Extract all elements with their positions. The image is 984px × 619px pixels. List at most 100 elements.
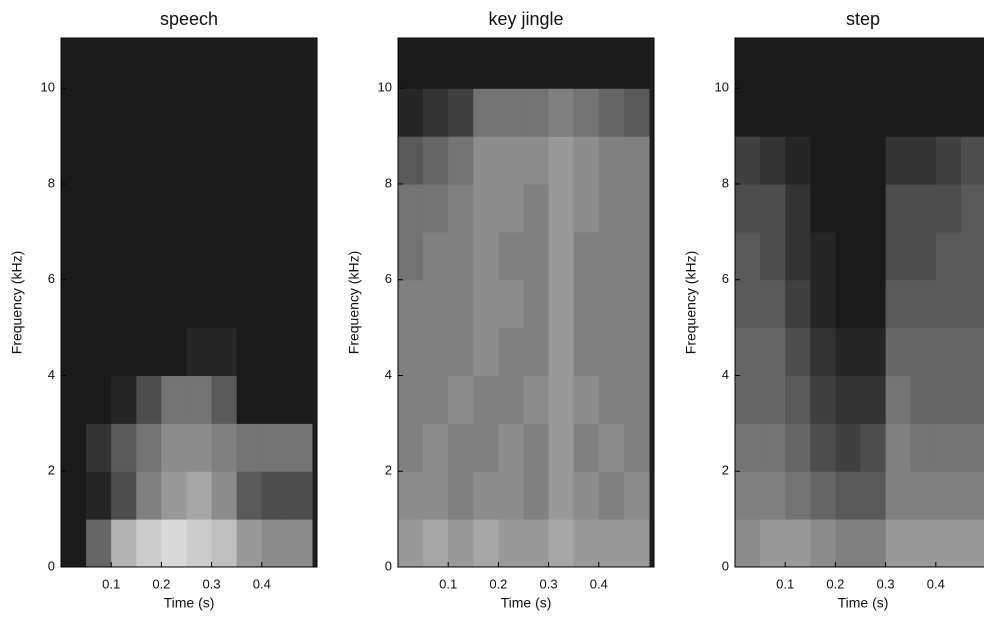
heatmap-cell <box>935 519 962 568</box>
heatmap-cell <box>735 471 761 520</box>
heatmap-cell <box>760 136 786 185</box>
heatmap-cell <box>598 279 625 329</box>
heatmap-cell <box>261 375 288 424</box>
heatmap-cell <box>573 423 600 472</box>
heatmap-cell <box>498 471 524 520</box>
heatmap-cell <box>261 40 288 89</box>
heatmap-cell <box>885 231 912 281</box>
heatmap-cell <box>136 88 162 137</box>
heatmap-cell <box>598 375 625 424</box>
heatmap-cell <box>523 423 550 472</box>
heatmap-cell <box>523 279 550 329</box>
heatmap-cell <box>910 231 937 281</box>
heatmap-cell <box>261 184 288 233</box>
heatmap-cell <box>86 184 112 233</box>
heatmap-cell <box>935 471 962 520</box>
heatmap-cell <box>598 40 625 89</box>
heatmap-cell <box>61 423 87 472</box>
heatmap-cell <box>960 375 984 424</box>
heatmap-cell <box>573 519 600 568</box>
heatmap-cell <box>211 279 238 329</box>
heatmap-cell <box>935 40 962 89</box>
heatmap-cell <box>286 279 313 329</box>
y-tick-label: 6 <box>385 271 392 286</box>
x-tick-label: 0.4 <box>927 576 945 591</box>
heatmap-cell <box>760 519 786 568</box>
heatmap-cell <box>623 88 650 137</box>
heatmap-cell <box>261 136 288 185</box>
heatmap-cell <box>573 327 600 377</box>
heatmap-cell <box>835 184 861 233</box>
heatmap-cell <box>573 279 600 329</box>
heatmap-cell <box>548 231 575 281</box>
heatmap-cell <box>186 231 213 281</box>
heatmap-cell <box>61 327 87 377</box>
y-axis-label: Frequency (kHz) <box>683 251 699 354</box>
heatmap-cell <box>810 231 836 281</box>
heatmap-cell <box>785 327 811 377</box>
heatmap-cell <box>735 231 761 281</box>
x-tick-label: 0.1 <box>439 576 457 591</box>
heatmap-cell <box>785 231 811 281</box>
heatmap-cell <box>473 136 499 185</box>
y-tick-label: 2 <box>48 463 55 478</box>
heatmap-cell <box>186 327 213 377</box>
heatmap-cell <box>236 40 263 89</box>
heatmap-cell <box>161 327 187 377</box>
heatmap-cell <box>960 327 984 377</box>
heatmap-cell <box>573 471 600 520</box>
heatmap-cell <box>498 423 524 472</box>
heatmap-cell <box>236 327 263 377</box>
heatmap-cell <box>286 88 313 137</box>
heatmap-cell <box>735 375 761 424</box>
heatmap-cell <box>286 375 313 424</box>
heatmap-cell <box>473 184 499 233</box>
heatmap-cell <box>573 40 600 89</box>
heatmap-cell <box>548 184 575 233</box>
heatmap-cell <box>498 231 524 281</box>
y-tick-label: 4 <box>385 367 392 382</box>
heatmap-cell <box>885 40 912 89</box>
heatmap-cell <box>211 471 238 520</box>
heatmap-cell <box>860 279 887 329</box>
heatmap-cell <box>548 327 575 377</box>
heatmap-cell <box>286 184 313 233</box>
heatmap-cell <box>136 40 162 89</box>
heatmap-cell <box>835 519 861 568</box>
heatmap-cell <box>835 231 861 281</box>
heatmap-cell <box>835 279 861 329</box>
heatmap-cell <box>598 184 625 233</box>
heatmap-cell <box>785 184 811 233</box>
y-tick-label: 4 <box>722 367 729 382</box>
heatmap-cell <box>261 519 288 568</box>
y-axis-label: Frequency (kHz) <box>346 251 362 354</box>
heatmap-cell <box>810 136 836 185</box>
heatmap-cell <box>598 471 625 520</box>
heatmap-cell <box>236 136 263 185</box>
heatmap <box>61 40 313 568</box>
heatmap-cell <box>236 184 263 233</box>
heatmap-cell <box>523 327 550 377</box>
heatmap-cell <box>960 519 984 568</box>
heatmap-cell <box>735 279 761 329</box>
heatmap-cell <box>86 471 112 520</box>
heatmap-cell <box>598 88 625 137</box>
heatmap-cell <box>835 40 861 89</box>
y-tick-label: 8 <box>385 175 392 190</box>
heatmap-cell <box>236 519 263 568</box>
heatmap-cell <box>835 375 861 424</box>
heatmap-cell <box>136 423 162 472</box>
heatmap-cell <box>760 40 786 89</box>
heatmap-cell <box>398 519 424 568</box>
heatmap-cell <box>785 471 811 520</box>
heatmap-cell <box>473 423 499 472</box>
heatmap-cell <box>261 231 288 281</box>
heatmap <box>398 40 650 568</box>
heatmap-cell <box>286 471 313 520</box>
chart-title: key jingle <box>488 9 563 29</box>
heatmap-cell <box>423 184 449 233</box>
heatmap-cell <box>398 375 424 424</box>
heatmap-cell <box>573 88 600 137</box>
heatmap-cell <box>810 279 836 329</box>
heatmap-cell <box>498 279 524 329</box>
